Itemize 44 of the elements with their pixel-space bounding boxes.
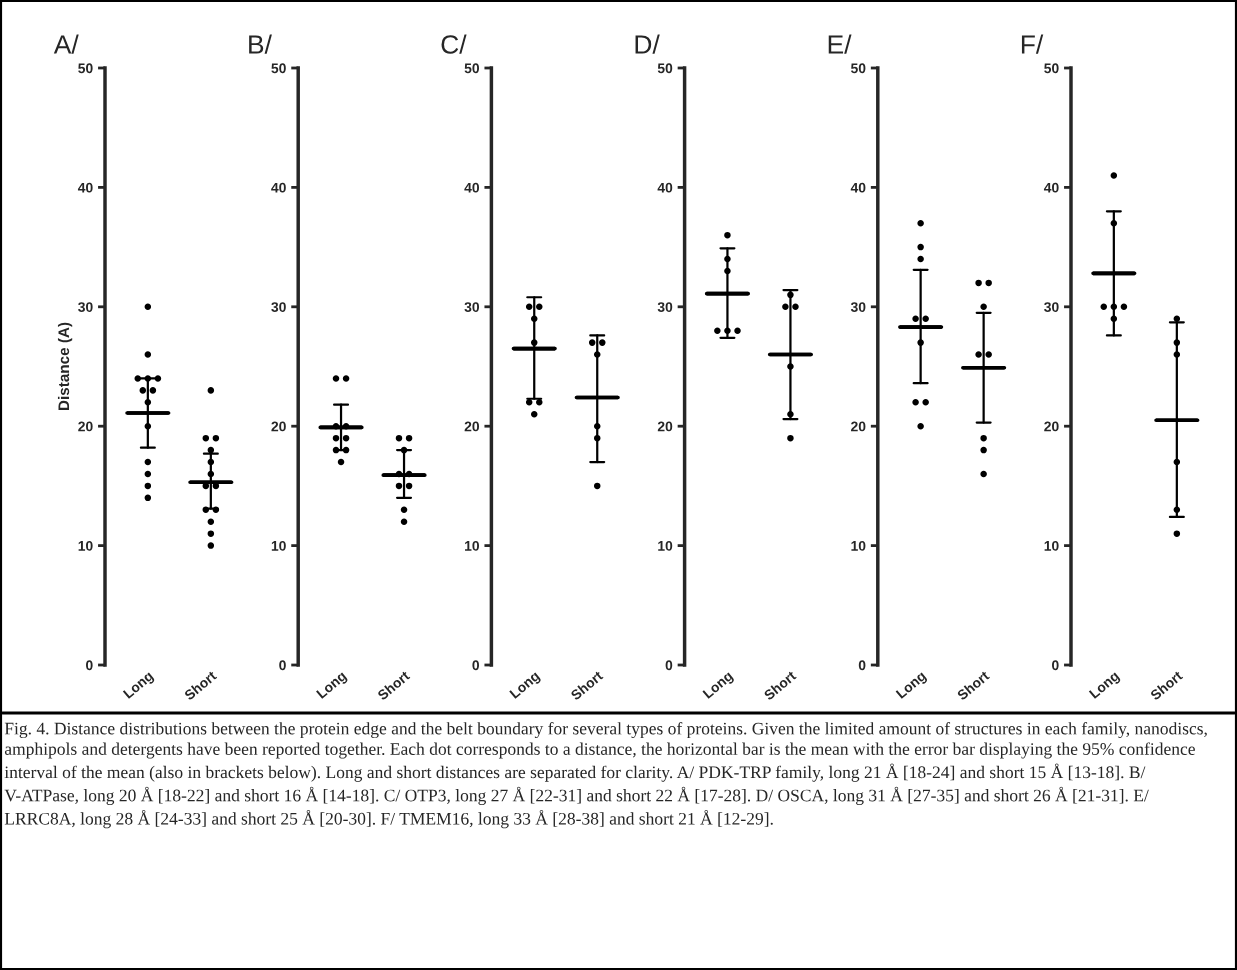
y-tick-label: 0 (86, 660, 93, 671)
y-tick-label: 10 (465, 540, 480, 551)
y-tick-label: 20 (464, 421, 480, 432)
y-tick-label: 30 (271, 302, 286, 312)
chart-title: E/ (828, 34, 852, 54)
y-tick-label: 10 (851, 540, 866, 551)
y-tick-label: 30 (1044, 302, 1059, 312)
y-tick-label: 30 (464, 302, 480, 312)
y-tick-label: 50 (464, 63, 480, 74)
y-tick-label: 40 (1043, 182, 1059, 193)
y-tick-label: 10 (78, 540, 93, 551)
y-tick-label: 30 (850, 302, 866, 312)
y-tick-label: 20 (271, 421, 286, 432)
y-tick-label: 20 (1044, 421, 1059, 432)
y-tick-label: 20 (657, 421, 673, 432)
y-tick-label: 40 (271, 182, 286, 193)
y-tick-label: 50 (271, 63, 286, 74)
y-tick-label: 30 (78, 302, 93, 312)
y-tick-label: 10 (271, 540, 286, 551)
chart-title: B/ (249, 34, 272, 54)
y-tick-label: 40 (464, 182, 480, 193)
chart-title: D/ (635, 34, 660, 54)
y-tick-label: 20 (851, 421, 866, 432)
chart-title: C/ (441, 34, 467, 54)
y-tick-label: 50 (657, 63, 673, 74)
y-tick-label: 50 (78, 63, 93, 74)
y-tick-label: 20 (78, 421, 93, 432)
chart-title: A/ (53, 34, 79, 54)
y-tick-label: 50 (850, 63, 866, 74)
chart-title: F/ (1021, 34, 1044, 54)
y-tick-label: 10 (1044, 540, 1059, 551)
caption: Fig. 4. Distance distributions between the protein edge and the belt boundary for several types of proteins. Given the limited amount of structures in each family, nanodiscs, amphipols and detergents have been reported together. Each dot corresponds to a distance, the horizontal bar is the mean with the error bar displaying the 95% confidence interval of the mean (also in brackets below). Long and short distances are separated for clarity. A/ PDK-TRP family, long 21 Å [18-24] and short 15 Å [13-18]. B/ V-ATPase, long 20 Å [18-22] and short 16 Å [14-18]. C/ OTP3, long 27 Å [22-31] and short 22 Å [17-28]. D/ OSCA, long 31 Å [27-35] and short 26 Å [21-31]. E/ LRRC8A, long 28 Å [24-33] and short 25 Å [20-30]. F/ TMEM16, long 33 Å [28-38] and short 21 Å [12-29]. (4, 722, 1207, 829)
y-tick-label: 50 (1044, 63, 1059, 74)
y-axis-title: Distance (A) (57, 322, 73, 411)
y-tick-label: 10 (658, 540, 673, 551)
y-tick-label: 40 (77, 182, 93, 193)
y-tick-label: 40 (657, 182, 673, 193)
y-tick-label: 40 (850, 182, 866, 193)
y-tick-label: 30 (657, 302, 673, 312)
y-tick-label: 0 (279, 660, 286, 671)
y-tick-label: 0 (858, 660, 866, 671)
y-tick-label: 0 (1052, 660, 1059, 671)
y-tick-label: 0 (472, 660, 480, 671)
y-tick-label: 0 (665, 660, 673, 671)
